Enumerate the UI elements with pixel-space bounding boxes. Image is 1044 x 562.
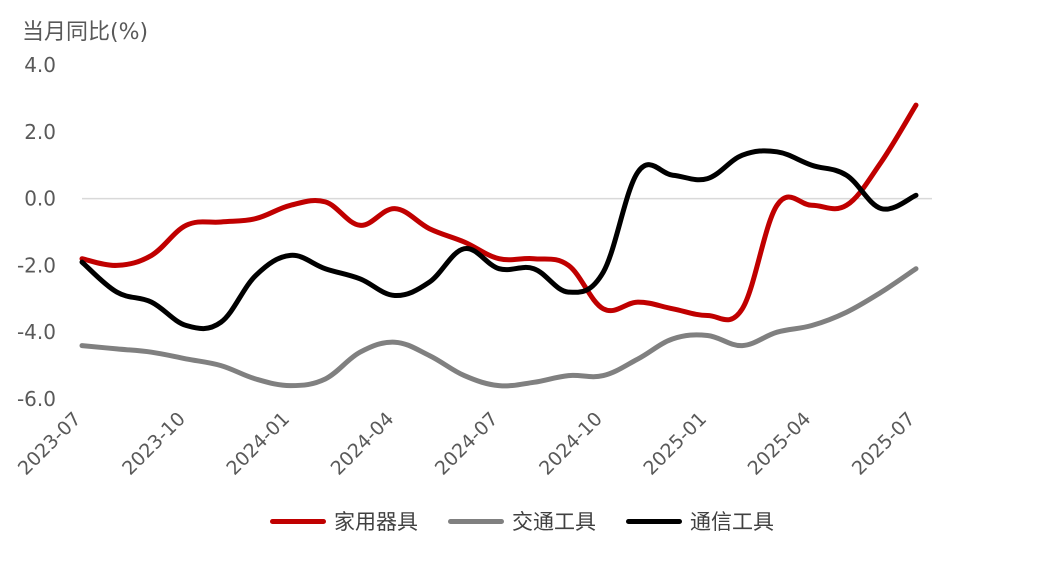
y-tick-label: 0.0 (24, 187, 56, 211)
x-tick-label: 2025-07 (848, 408, 920, 480)
y-tick-label: -6.0 (17, 387, 56, 411)
y-tick-label: 2.0 (24, 120, 56, 144)
legend-item: 交通工具 (448, 506, 596, 536)
x-tick-label: 2024-04 (327, 408, 399, 480)
series-line-0 (79, 102, 919, 323)
x-tick-label: 2025-01 (639, 408, 711, 480)
x-tick-label: 2023-10 (118, 408, 190, 480)
legend-item: 通信工具 (626, 506, 774, 536)
series-line-2 (79, 148, 919, 332)
legend-swatch (448, 518, 504, 524)
y-axis-ticks: 4.0 2.0 0.0 -2.0 -4.0 -6.0 (17, 53, 56, 411)
y-tick-label: -2.0 (17, 253, 56, 277)
x-tick-label: 2024-07 (431, 408, 503, 480)
y-tick-label: 4.0 (24, 53, 56, 77)
y-axis-unit-label: 当月同比(%) (22, 20, 149, 45)
x-tick-label: 2023-07 (14, 408, 86, 480)
x-tick-label: 2024-01 (222, 408, 294, 480)
x-tick-label: 2024-10 (535, 408, 607, 480)
x-tick-label: 2025-04 (744, 408, 816, 480)
legend: 家用器具 交通工具 通信工具 (0, 506, 1044, 536)
legend-label: 交通工具 (512, 510, 596, 534)
legend-label: 通信工具 (690, 510, 774, 534)
x-axis-ticks: 2023-07 2023-10 2024-01 2024-04 2024-07 2024-… (14, 408, 920, 480)
legend-label: 家用器具 (334, 510, 418, 534)
legend-item: 家用器具 (270, 506, 418, 536)
series-lines (79, 102, 919, 389)
y-tick-label: -4.0 (17, 320, 56, 344)
series-line-1 (79, 266, 919, 389)
legend-swatch (626, 518, 682, 524)
legend-swatch (270, 518, 326, 524)
